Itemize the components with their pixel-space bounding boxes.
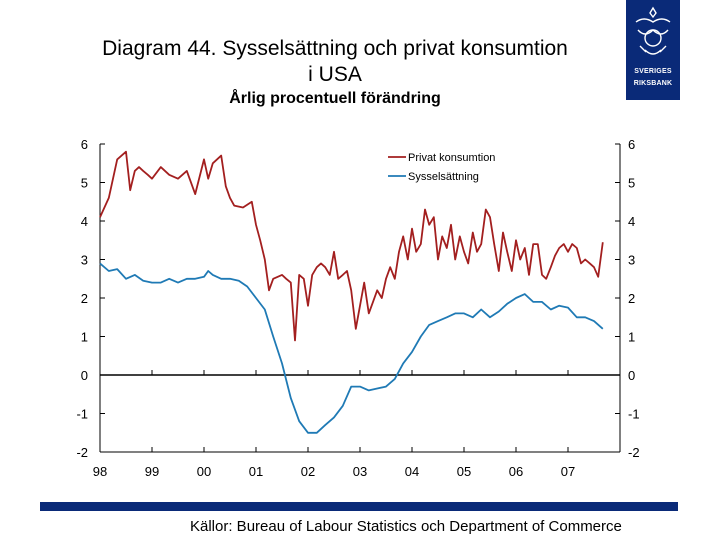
x-tick-label: 01 (249, 464, 263, 479)
y-tick-label-right: 0 (628, 368, 635, 383)
x-tick-label: 98 (93, 464, 107, 479)
axes-layer: 6 65 54 43 32 21 10 0-1 -1-2 -298 99 00 01 02 03 04 05 06… (76, 137, 639, 479)
riksbank-logo (626, 0, 680, 100)
y-tick-label-right: 4 (628, 214, 635, 229)
series-layer (99, 150, 604, 434)
y-tick-label-left: 6 (81, 137, 88, 152)
footer-bar (40, 502, 678, 511)
y-tick-label-left: -2 (76, 445, 88, 460)
chart-title-line-2: i USA (308, 63, 362, 86)
series-line-0 (99, 150, 604, 342)
y-tick-label-right: 1 (628, 330, 635, 345)
x-tick-label: 00 (197, 464, 211, 479)
x-tick-label: 05 (457, 464, 471, 479)
source-note: Källor: Bureau of Labour Statistics och … (190, 518, 622, 535)
x-tick-label: 99 (145, 464, 159, 479)
chart-title-line-1: Diagram 44. Sysselsättning och privat ko… (102, 37, 568, 60)
logo-text-line-1: SVERIGES (634, 68, 672, 75)
x-tick-label: 06 (509, 464, 523, 479)
chart-title: Diagram 44. Sysselsättning och privat ko… (40, 36, 630, 88)
y-tick-label-right: 6 (628, 137, 635, 152)
logo-text-line-2: RIKSBANK (633, 80, 673, 87)
series-line-1 (99, 262, 604, 434)
logo-crest-icon (635, 6, 671, 55)
y-tick-label-left: 2 (81, 291, 88, 306)
y-tick-label-right: 3 (628, 253, 635, 268)
y-tick-label-left: 4 (81, 214, 88, 229)
line-chart: 6 65 54 43 32 21 10 0-1 -1-2 -298 99 00 01 02 03 04 05 06… (76, 137, 639, 479)
y-tick-label-right: -2 (628, 445, 640, 460)
chart-subtitle: Årlig procentuell förändring (229, 90, 441, 107)
y-tick-label-right: -1 (628, 407, 640, 422)
y-tick-label-left: 0 (81, 368, 88, 383)
y-tick-label-right: 2 (628, 291, 635, 306)
y-tick-label-right: 5 (628, 176, 635, 191)
x-tick-label: 07 (561, 464, 575, 479)
y-tick-label-left: -1 (76, 407, 88, 422)
x-tick-label: 03 (353, 464, 367, 479)
legend-label-1: Sysselsättning (408, 171, 479, 183)
y-tick-label-left: 1 (81, 330, 88, 345)
y-tick-label-left: 3 (81, 253, 88, 268)
x-tick-label: 04 (405, 464, 419, 479)
legend: Privat konsumtion Sysselsättning (388, 152, 495, 183)
x-tick-label: 02 (301, 464, 315, 479)
y-tick-label-left: 5 (81, 176, 88, 191)
legend-label-0: Privat konsumtion (408, 152, 495, 164)
